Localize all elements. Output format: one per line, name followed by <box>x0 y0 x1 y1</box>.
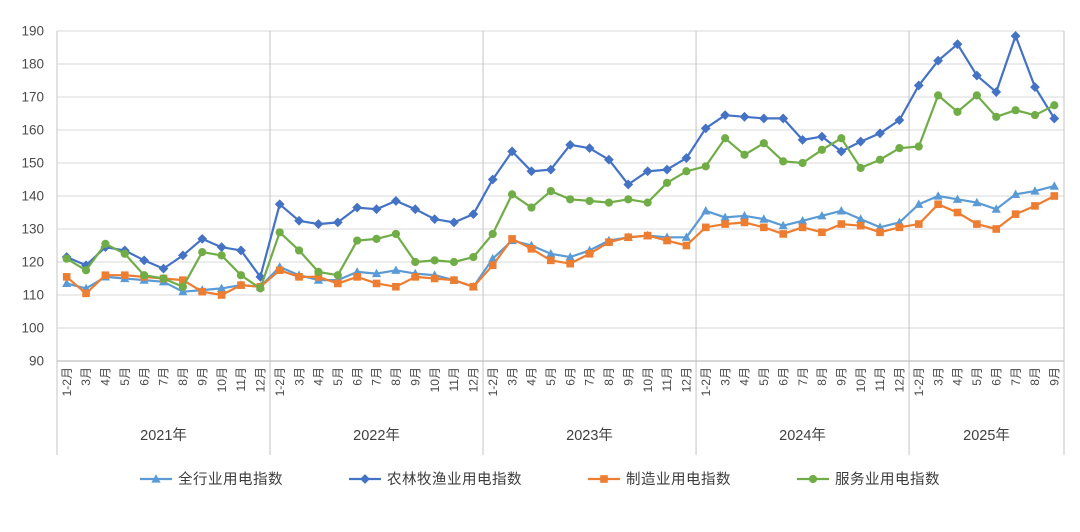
x-tick-label: 3月 <box>718 367 732 386</box>
x-tick-label: 10月 <box>641 367 655 392</box>
legend-label: 制造业用电指数 <box>626 472 731 488</box>
circle-marker-icon <box>797 474 829 483</box>
x-tick-label: 5月 <box>118 367 132 386</box>
chart-legend: 全行业用电指数 农林牧渔业用电指数 制造业用电指数 服务业用电指数 <box>0 468 1080 489</box>
x-tick-label: 6月 <box>776 367 790 386</box>
square-marker-icon <box>588 474 620 483</box>
x-tick-label: 1-2月 <box>912 367 926 396</box>
legend-item-agri-forestry-fishery: 农林牧渔业用电指数 <box>349 468 522 489</box>
x-tick-label: 10月 <box>854 367 868 392</box>
year-label: 2025年 <box>963 427 1010 444</box>
x-tick-label: 7月 <box>157 367 171 386</box>
x-tick-label: 7月 <box>370 367 384 386</box>
x-tick-label: 11月 <box>234 367 248 391</box>
x-tick-label: 9月 <box>195 367 209 386</box>
x-tick-label: 6月 <box>563 367 577 386</box>
x-tick-label: 8月 <box>1028 367 1042 386</box>
y-tick-label: 170 <box>21 90 44 105</box>
year-label: 2023年 <box>566 427 613 444</box>
year-labels: 2021年 2022年 2023年 2024年 2025年 <box>140 427 1010 444</box>
x-tick-label: 4月 <box>738 367 752 386</box>
year-label: 2022年 <box>353 427 400 444</box>
series-agri-forestry-fishery <box>61 31 1060 282</box>
x-tick-label: 6月 <box>137 367 151 386</box>
year-label: 2024年 <box>779 427 826 444</box>
series-line-services <box>65 94 1056 290</box>
triangle-marker-icon <box>140 473 172 483</box>
x-axis-labels: 1-2月 3月 4月 5月 6月 7月 8月 9月 10月 11月 12月 1-2月 3月 4月 5月 6月 7… <box>60 367 1062 396</box>
x-tick-label: 5月 <box>757 367 771 386</box>
x-tick-label: 4月 <box>312 367 326 386</box>
legend-label: 农林牧渔业用电指数 <box>387 472 522 488</box>
y-tick-label: 120 <box>21 255 44 270</box>
x-tick-label: 11月 <box>447 367 461 391</box>
y-tick-label: 100 <box>21 321 44 336</box>
x-tick-label: 4月 <box>951 367 965 386</box>
x-tick-label: 7月 <box>1009 367 1023 386</box>
x-tick-label: 4月 <box>99 367 113 386</box>
y-tick-label: 190 <box>21 24 44 39</box>
x-tick-label: 7月 <box>583 367 597 386</box>
x-tick-label: 4月 <box>525 367 539 386</box>
x-tick-label: 11月 <box>873 367 887 391</box>
series-markers-services <box>62 91 1059 293</box>
series-line-agri-forestry-fishery <box>65 34 1056 278</box>
x-tick-label: 1-2月 <box>699 367 713 396</box>
series-services <box>62 91 1059 293</box>
x-tick-label: 11月 <box>660 367 674 391</box>
chart-plot-area: 90 100 110 120 130 140 150 160 170 180 190 1-2月 3月 4月… <box>21 24 1065 455</box>
x-tick-label: 5月 <box>544 367 558 386</box>
x-tick-label: 8月 <box>176 367 190 386</box>
legend-label: 服务业用电指数 <box>835 472 940 488</box>
y-tick-label: 180 <box>21 57 44 72</box>
x-tick-label: 3月 <box>292 367 306 386</box>
y-axis-labels: 90 100 110 120 130 140 150 160 170 180 190 <box>21 24 44 369</box>
x-tick-label: 10月 <box>428 367 442 392</box>
legend-item-all-industry: 全行业用电指数 <box>140 468 283 489</box>
x-tick-label: 3月 <box>505 367 519 386</box>
x-tick-label: 10月 <box>215 367 229 392</box>
x-tick-label: 6月 <box>989 367 1003 386</box>
x-tick-label: 12月 <box>254 367 268 392</box>
x-tick-label: 6月 <box>350 367 364 386</box>
y-tick-label: 150 <box>21 156 44 171</box>
x-tick-label: 8月 <box>389 367 403 386</box>
x-tick-label: 3月 <box>79 367 93 386</box>
y-tick-label: 110 <box>22 288 44 303</box>
x-tick-label: 9月 <box>621 367 635 386</box>
x-tick-label: 12月 <box>467 367 481 392</box>
y-tick-label: 130 <box>21 222 44 237</box>
legend-label: 全行业用电指数 <box>178 472 283 488</box>
x-tick-label: 1-2月 <box>60 367 74 396</box>
y-tick-label: 90 <box>29 354 44 369</box>
x-tick-label: 1-2月 <box>486 367 500 396</box>
x-tick-label: 8月 <box>602 367 616 386</box>
x-tick-label: 5月 <box>970 367 984 386</box>
x-tick-label: 5月 <box>331 367 345 386</box>
x-tick-label: 1-2月 <box>273 367 287 396</box>
legend-item-manufacturing: 制造业用电指数 <box>588 468 731 489</box>
series-line-manufacturing <box>65 194 1056 297</box>
x-tick-label: 3月 <box>931 367 945 386</box>
x-tick-label: 7月 <box>796 367 810 386</box>
y-tick-label: 140 <box>21 189 44 204</box>
x-tick-label: 8月 <box>815 367 829 386</box>
x-tick-label: 9月 <box>408 367 422 386</box>
x-tick-label: 12月 <box>893 367 907 392</box>
legend-item-services: 服务业用电指数 <box>797 468 940 489</box>
year-label: 2021年 <box>140 427 187 444</box>
diamond-marker-icon <box>349 473 381 484</box>
y-tick-label: 160 <box>21 123 44 138</box>
x-tick-label: 9月 <box>1048 367 1062 386</box>
x-tick-label: 12月 <box>680 367 694 392</box>
series-line-all-industry <box>65 185 1056 293</box>
x-tick-label: 9月 <box>834 367 848 386</box>
